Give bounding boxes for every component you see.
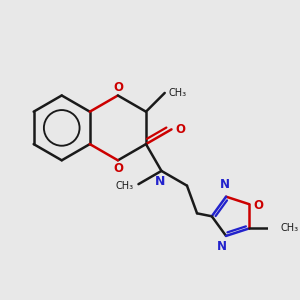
Text: CH₃: CH₃ xyxy=(168,88,186,98)
Text: O: O xyxy=(113,81,124,94)
Text: O: O xyxy=(175,123,185,136)
Text: O: O xyxy=(254,199,263,212)
Text: O: O xyxy=(113,162,124,175)
Text: CH₃: CH₃ xyxy=(116,181,134,190)
Text: CH₃: CH₃ xyxy=(281,224,299,233)
Text: N: N xyxy=(220,178,230,191)
Text: N: N xyxy=(155,175,165,188)
Text: N: N xyxy=(217,240,226,253)
